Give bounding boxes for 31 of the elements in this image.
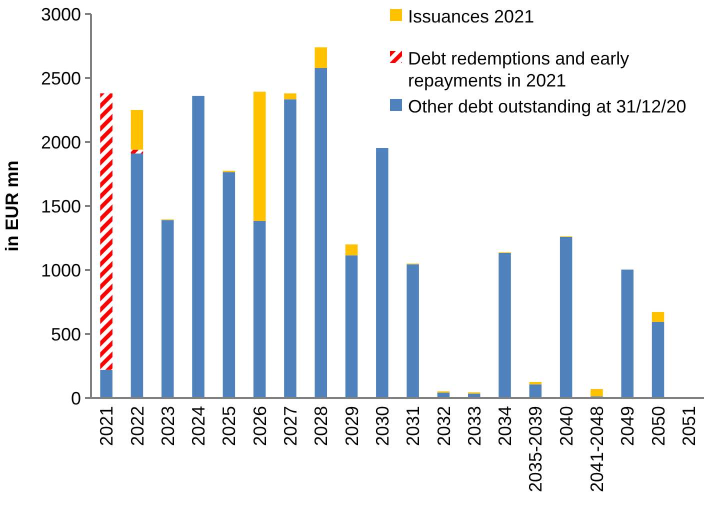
y-axis-title: in EUR mn — [2, 160, 22, 252]
x-tick-label: 2040 — [556, 406, 576, 446]
x-tick-label: 2024 — [188, 406, 209, 446]
x-tick-label: 2029 — [342, 406, 362, 446]
y-tick-label: 1000 — [40, 260, 81, 280]
legend-label: Issuances 2021 — [408, 6, 534, 26]
x-tick-label: 2025 — [219, 406, 240, 446]
legend-label: Other debt outstanding at 31/12/20 — [408, 96, 686, 116]
x-tick-label: 2041-2048 — [587, 406, 608, 492]
x-tick-label: 2026 — [250, 406, 270, 446]
y-tick-label: 1500 — [40, 196, 81, 216]
y-tick-label: 500 — [50, 324, 81, 344]
x-tick-label: 2032 — [434, 406, 454, 446]
x-tick-label: 2028 — [311, 406, 332, 446]
x-tick-label: 2022 — [127, 406, 148, 446]
x-tick-label: 2033 — [464, 406, 484, 446]
x-tick-label: 2021 — [96, 406, 117, 446]
y-tick-label: 2000 — [40, 132, 81, 152]
legend-label: Debt redemptions and early repayments in 2021 — [408, 48, 630, 90]
x-tick-label: 2049 — [618, 406, 638, 446]
x-tick-label: 2035-2039 — [526, 406, 546, 492]
x-tick-label: 2023 — [158, 406, 178, 446]
y-tick-label: 0 — [70, 388, 81, 408]
y-tick-label: 3000 — [40, 4, 81, 24]
x-tick-label: 2034 — [495, 406, 516, 446]
y-tick-label: 2500 — [40, 68, 81, 88]
x-tick-label: 2027 — [280, 406, 301, 446]
x-tick-label: 2051 — [678, 406, 699, 446]
x-tick-label: 2031 — [403, 406, 424, 446]
x-tick-label: 2030 — [372, 406, 392, 446]
x-tick-label: 2050 — [648, 406, 668, 446]
